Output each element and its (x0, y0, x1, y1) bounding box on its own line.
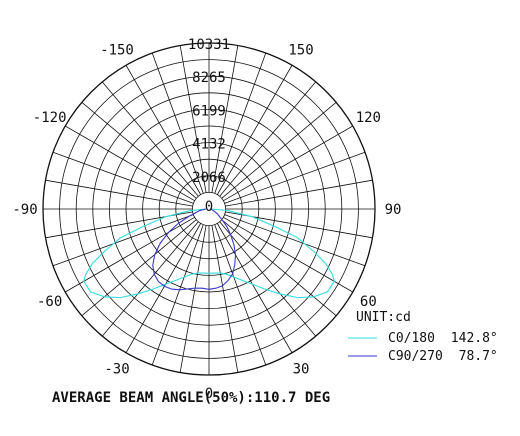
grid-spoke (216, 65, 293, 195)
radial-tick-label: 8265 (192, 70, 226, 86)
radial-tick-label: 4132 (192, 137, 226, 153)
angle-tick-label: -30 (104, 361, 129, 377)
angle-tick-label: 90 (385, 202, 402, 218)
series-line-C90-270 (152, 208, 237, 291)
grid-spoke (224, 151, 366, 204)
angle-tick-label: -120 (33, 110, 67, 126)
grid-spoke (219, 221, 317, 337)
grid-spoke (216, 223, 293, 353)
angle-tick-label: -90 (12, 202, 37, 218)
grid-spoke (151, 52, 204, 194)
grid-spoke (52, 214, 194, 267)
angle-tick-labels: 0 30 60 90 120 150 -150 -120 -90 -60 -30 (12, 43, 401, 402)
grid-spoke (219, 81, 317, 197)
grid-spoke (81, 219, 197, 317)
radial-tick-label: 6199 (192, 103, 226, 119)
angle-tick-label: 0 (205, 386, 213, 402)
grid-spoke (223, 125, 353, 202)
angle-tick-label: 120 (356, 110, 381, 126)
radial-tick-label: 0 (205, 199, 213, 215)
angle-tick-label: 150 (288, 43, 313, 59)
grid-spoke (179, 225, 207, 373)
grid-spoke (224, 214, 366, 267)
legend-beam-c0-180: 142.8° (451, 331, 498, 346)
grid-spoke (221, 219, 337, 317)
legend-beam-c90-270: 78.7° (459, 349, 498, 364)
grid-spoke (223, 216, 353, 293)
grid-spoke (221, 101, 337, 199)
grid-spoke (52, 151, 194, 204)
grid-spoke (211, 45, 239, 193)
beam-angle-caption: AVERAGE BEAM ANGLE(50%):110.7 DEG (52, 390, 330, 406)
grid-spoke (81, 101, 197, 199)
polar-grid (42, 42, 376, 376)
legend-name-c0-180: C0/180 (388, 331, 435, 346)
grid-spoke (125, 65, 202, 195)
grid-spoke (65, 125, 195, 202)
radial-tick-labels: 0 2066 4132 6199 8265 10331 (188, 37, 230, 215)
angle-tick-label: -60 (37, 294, 62, 310)
legend-label-c90-270: C90/270 78.7° (388, 349, 498, 364)
grid-spoke (214, 52, 267, 194)
grid-spoke (211, 225, 239, 373)
radial-tick-label: 10331 (188, 37, 230, 53)
grid-spoke (65, 216, 195, 293)
grid-spoke (225, 179, 373, 207)
grid-spoke (125, 223, 202, 353)
grid-spoke (101, 221, 199, 337)
series-line-C0-180 (83, 208, 335, 299)
grid-spoke (214, 224, 267, 366)
unit-label: UNIT:cd (356, 310, 411, 325)
series-layer (83, 208, 335, 299)
grid-spoke (179, 45, 207, 193)
grid-spoke (101, 81, 199, 197)
grid-spoke (45, 179, 193, 207)
angle-tick-label: 30 (293, 361, 310, 377)
angle-tick-label: -150 (100, 43, 134, 59)
legend-label-c0-180: C0/180 142.8° (388, 331, 498, 346)
radial-tick-label: 2066 (192, 170, 226, 186)
angle-tick-label: 60 (360, 294, 377, 310)
grid-spoke (151, 224, 204, 366)
legend-name-c90-270: C90/270 (388, 349, 443, 364)
